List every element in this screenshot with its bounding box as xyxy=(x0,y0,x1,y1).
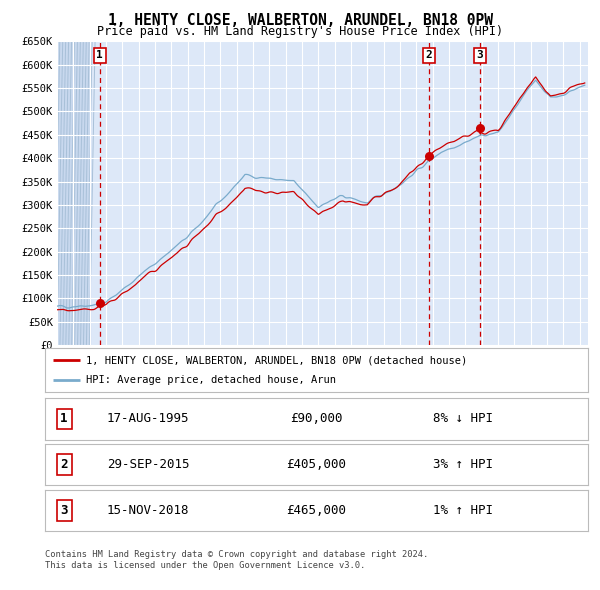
Text: 1, HENTY CLOSE, WALBERTON, ARUNDEL, BN18 0PW: 1, HENTY CLOSE, WALBERTON, ARUNDEL, BN18… xyxy=(107,13,493,28)
Text: 1: 1 xyxy=(97,50,103,60)
Text: 1, HENTY CLOSE, WALBERTON, ARUNDEL, BN18 0PW (detached house): 1, HENTY CLOSE, WALBERTON, ARUNDEL, BN18… xyxy=(86,355,467,365)
Text: 3: 3 xyxy=(476,50,483,60)
Text: 17-AUG-1995: 17-AUG-1995 xyxy=(107,412,190,425)
Polygon shape xyxy=(57,41,89,345)
Text: 29-SEP-2015: 29-SEP-2015 xyxy=(107,458,190,471)
Text: 15-NOV-2018: 15-NOV-2018 xyxy=(107,504,190,517)
Text: HPI: Average price, detached house, Arun: HPI: Average price, detached house, Arun xyxy=(86,375,336,385)
Text: 2: 2 xyxy=(425,50,432,60)
Text: Price paid vs. HM Land Registry's House Price Index (HPI): Price paid vs. HM Land Registry's House … xyxy=(97,25,503,38)
Text: 1: 1 xyxy=(60,412,68,425)
Text: 3% ↑ HPI: 3% ↑ HPI xyxy=(433,458,493,471)
Text: 8% ↓ HPI: 8% ↓ HPI xyxy=(433,412,493,425)
Text: 3: 3 xyxy=(60,504,68,517)
Text: £465,000: £465,000 xyxy=(287,504,347,517)
Text: Contains HM Land Registry data © Crown copyright and database right 2024.: Contains HM Land Registry data © Crown c… xyxy=(45,550,428,559)
Text: 1% ↑ HPI: 1% ↑ HPI xyxy=(433,504,493,517)
Text: 2: 2 xyxy=(60,458,68,471)
Text: £90,000: £90,000 xyxy=(290,412,343,425)
Text: £405,000: £405,000 xyxy=(287,458,347,471)
Text: This data is licensed under the Open Government Licence v3.0.: This data is licensed under the Open Gov… xyxy=(45,560,365,569)
